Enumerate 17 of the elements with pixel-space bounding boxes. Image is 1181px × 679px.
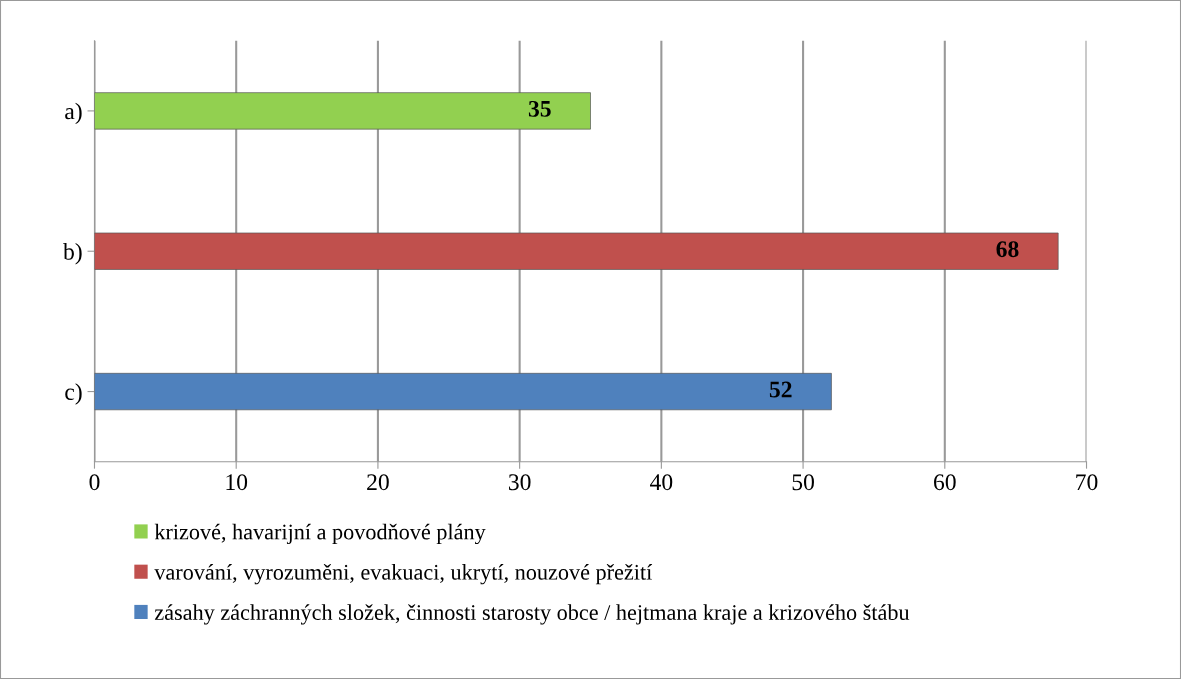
data-label: 68: [996, 241, 1019, 258]
x-tick-label: 40: [650, 474, 673, 491]
x-tick-label: 60: [934, 474, 956, 491]
legend-label: varování, vyrozuměni, evakuaci, ukrytí, nouzové přežití: [154, 564, 653, 585]
y-tick-label: c): [65, 383, 82, 405]
x-tick-label: 30: [508, 474, 531, 491]
x-tick-label: 0: [89, 474, 100, 491]
data-label: 35: [528, 100, 551, 117]
y-tick-label: a): [65, 102, 82, 125]
y-tick-label: b): [63, 243, 82, 265]
legend-label: zásahy záchranných složek, činnosti starosty obce / hejtmana kraje a krizového štábu: [154, 604, 910, 625]
x-tick-label: 50: [792, 474, 814, 491]
x-tick-label: 70: [1076, 474, 1098, 491]
x-tick-label: 20: [367, 474, 389, 491]
x-tick-label: 10: [226, 474, 248, 491]
legend-label: krizové, havarijní a povodňové plány: [154, 523, 486, 545]
data-label: 52: [769, 381, 792, 398]
